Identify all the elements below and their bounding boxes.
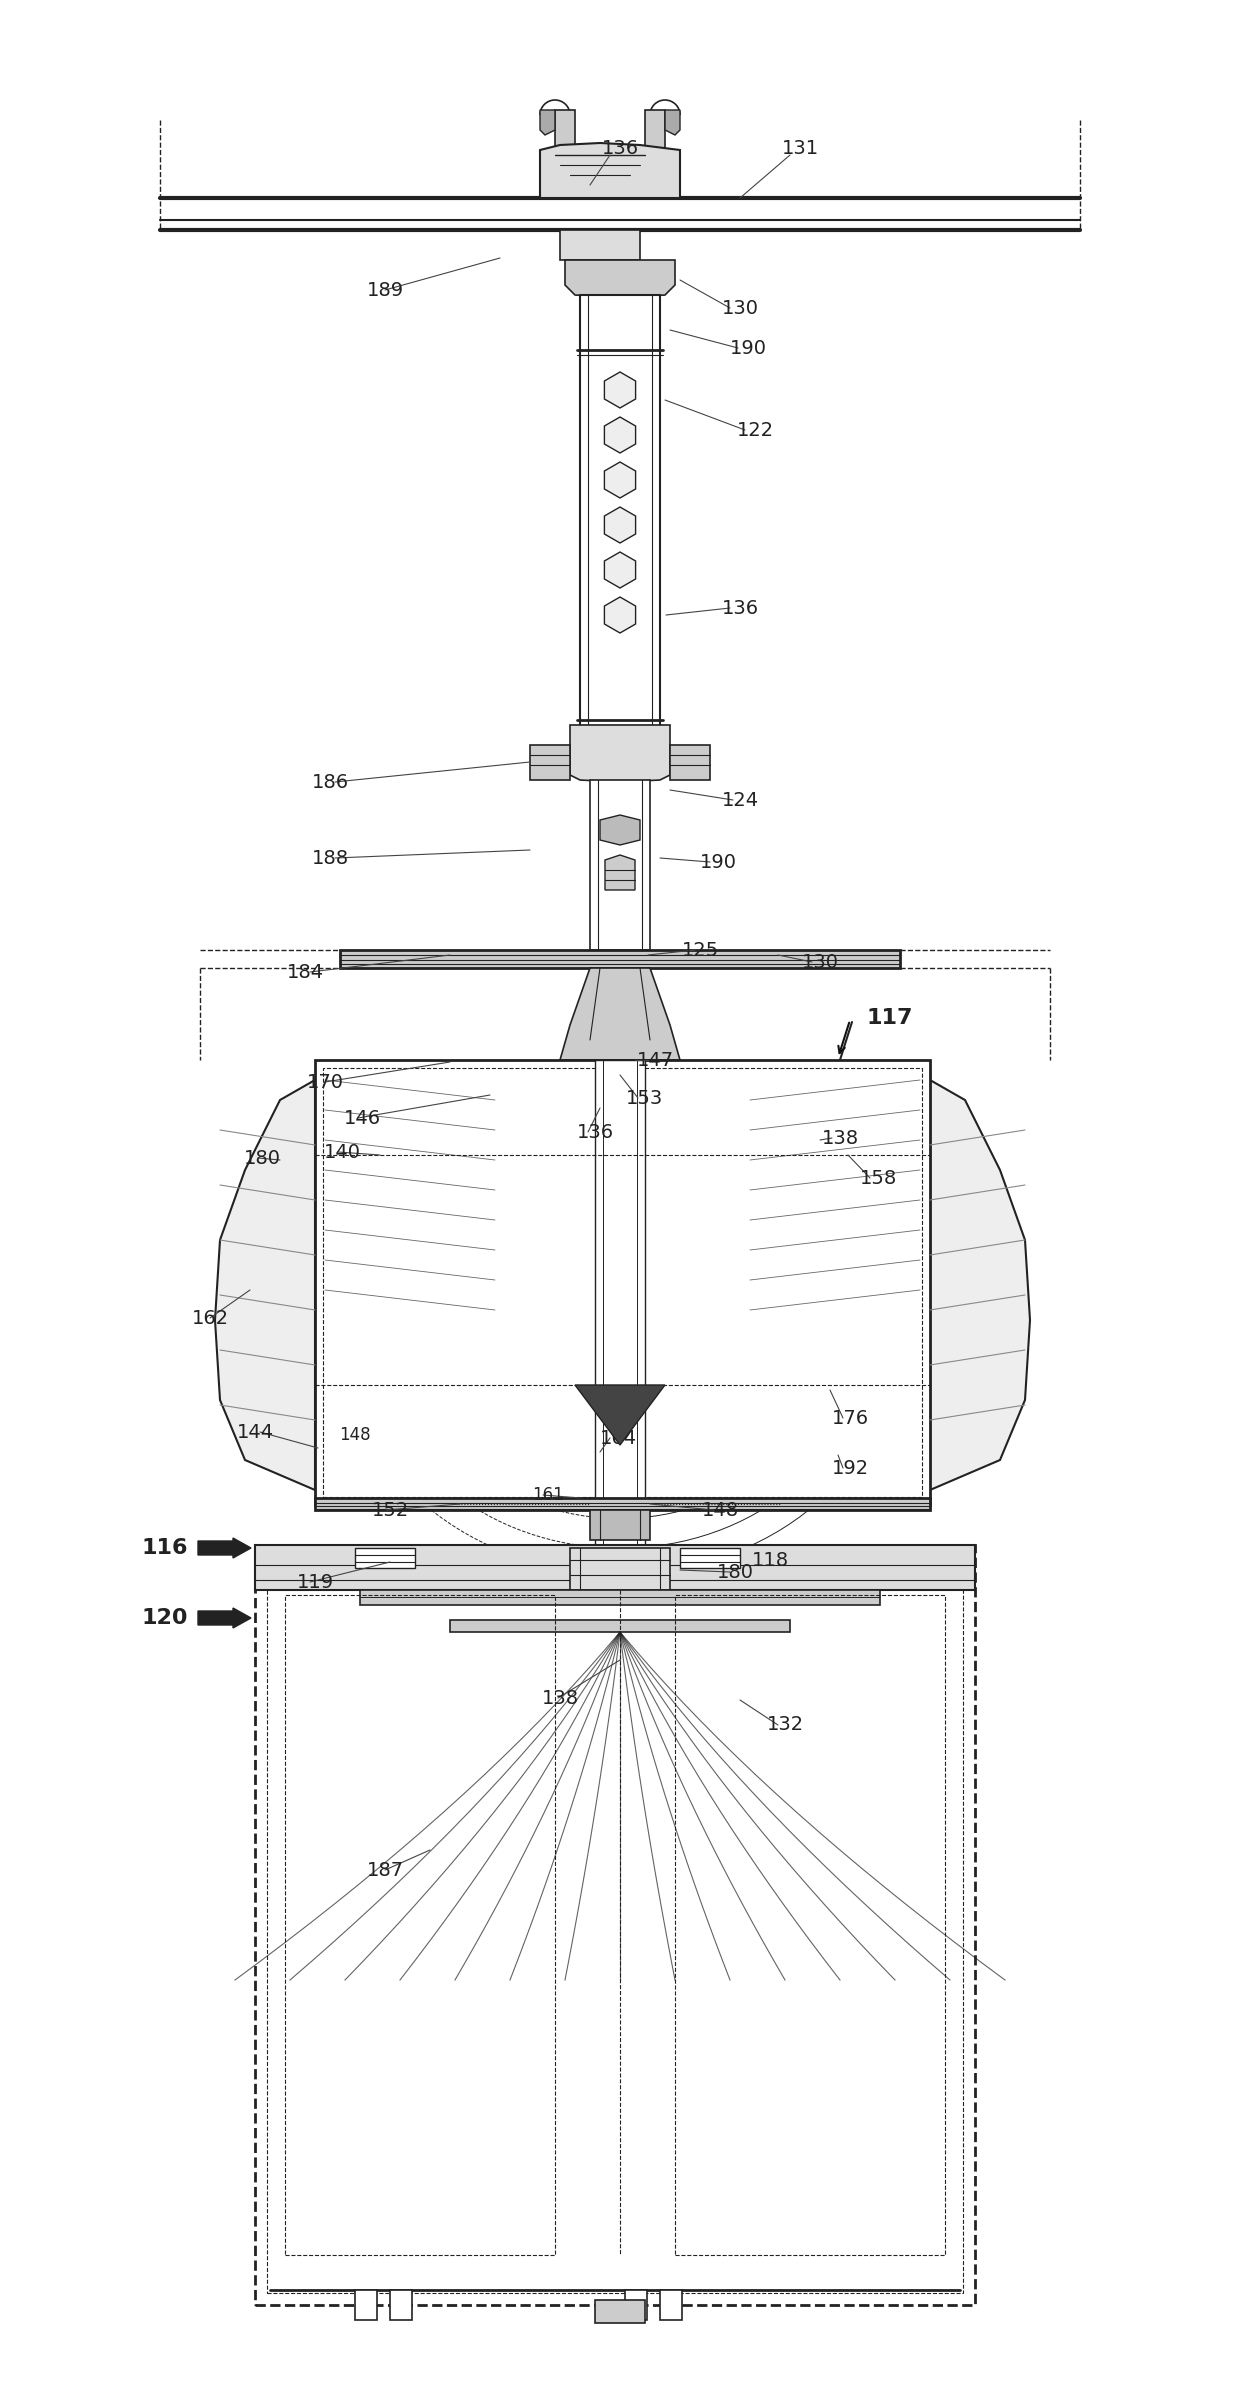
Bar: [255, 1544, 975, 2306]
Text: 148: 148: [702, 1501, 739, 1521]
Polygon shape: [340, 950, 900, 969]
Text: 138: 138: [821, 1129, 858, 1148]
Polygon shape: [604, 418, 636, 454]
Polygon shape: [560, 969, 680, 1060]
Polygon shape: [645, 110, 665, 155]
Text: 119: 119: [296, 1573, 334, 1592]
Text: 153: 153: [626, 1088, 663, 1108]
Polygon shape: [670, 745, 711, 781]
Polygon shape: [604, 506, 636, 542]
Text: 122: 122: [737, 420, 774, 439]
Polygon shape: [575, 1384, 665, 1444]
Polygon shape: [215, 1079, 315, 1489]
Text: 190: 190: [729, 339, 766, 358]
FancyArrow shape: [258, 1573, 311, 1592]
Polygon shape: [556, 110, 575, 155]
Polygon shape: [255, 1544, 975, 1590]
Text: 140: 140: [324, 1143, 361, 1162]
Polygon shape: [604, 463, 636, 499]
Bar: [675, 1595, 945, 2256]
Polygon shape: [665, 110, 680, 136]
Polygon shape: [315, 1499, 930, 1511]
Text: 161: 161: [532, 1487, 564, 1504]
Text: 120: 120: [141, 1609, 188, 1628]
Text: 125: 125: [681, 940, 719, 960]
Text: 190: 190: [699, 852, 737, 871]
Text: 131: 131: [781, 138, 818, 158]
Text: 170: 170: [306, 1072, 343, 1091]
Bar: [322, 1067, 923, 1497]
Bar: [595, 1060, 645, 1554]
Polygon shape: [570, 726, 670, 783]
Polygon shape: [680, 1549, 740, 1568]
Text: 186: 186: [311, 773, 348, 792]
Text: 130: 130: [801, 952, 838, 972]
Text: 146: 146: [343, 1108, 381, 1127]
Polygon shape: [590, 1511, 650, 1540]
Polygon shape: [391, 2289, 412, 2320]
Polygon shape: [595, 2301, 645, 2323]
Text: 132: 132: [766, 1716, 804, 1735]
Text: 116: 116: [141, 1537, 188, 1559]
Text: 148: 148: [340, 1425, 371, 1444]
Polygon shape: [625, 2289, 647, 2320]
Text: 124: 124: [722, 790, 759, 809]
Polygon shape: [355, 1549, 415, 1568]
Polygon shape: [570, 1549, 670, 1590]
Circle shape: [332, 1473, 348, 1487]
Text: 136: 136: [722, 599, 759, 618]
Polygon shape: [539, 110, 556, 136]
Text: 130: 130: [722, 298, 759, 317]
Bar: [590, 781, 650, 950]
Text: 162: 162: [191, 1308, 228, 1327]
Text: 117: 117: [867, 1007, 913, 1029]
Text: 192: 192: [832, 1458, 868, 1478]
Bar: [580, 296, 660, 776]
Text: 176: 176: [832, 1408, 868, 1427]
Polygon shape: [560, 229, 640, 260]
Ellipse shape: [608, 983, 632, 1017]
Polygon shape: [604, 551, 636, 587]
Text: 152: 152: [371, 1501, 409, 1521]
Bar: [315, 1060, 930, 1504]
Text: 180: 180: [717, 1563, 754, 1583]
Polygon shape: [360, 1590, 880, 1604]
Polygon shape: [565, 260, 675, 298]
Text: 136: 136: [601, 138, 639, 158]
Text: 188: 188: [311, 847, 348, 866]
Circle shape: [332, 1077, 348, 1093]
Circle shape: [608, 303, 632, 327]
Polygon shape: [529, 745, 570, 781]
FancyArrow shape: [198, 1609, 250, 1628]
Text: 180: 180: [243, 1148, 280, 1167]
Bar: [267, 1556, 963, 2294]
Text: 164: 164: [599, 1427, 636, 1447]
Text: 184: 184: [286, 962, 324, 981]
Circle shape: [892, 1473, 908, 1487]
Text: 147: 147: [636, 1050, 673, 1069]
Text: 189: 189: [367, 282, 403, 298]
Text: 118: 118: [751, 1552, 789, 1571]
Text: 144: 144: [237, 1423, 274, 1442]
Polygon shape: [930, 1079, 1030, 1489]
Polygon shape: [450, 1621, 790, 1633]
Polygon shape: [660, 2289, 682, 2320]
Polygon shape: [539, 143, 680, 198]
Polygon shape: [355, 2289, 377, 2320]
Text: 136: 136: [577, 1122, 614, 1141]
Text: 187: 187: [367, 1859, 403, 1879]
Polygon shape: [604, 372, 636, 408]
Bar: [285, 1595, 556, 2256]
Polygon shape: [604, 597, 636, 633]
Text: 138: 138: [542, 1688, 579, 1707]
Text: 158: 158: [859, 1170, 897, 1186]
Circle shape: [892, 1077, 908, 1093]
Polygon shape: [605, 855, 635, 890]
FancyArrow shape: [198, 1537, 250, 1559]
Polygon shape: [600, 814, 640, 845]
